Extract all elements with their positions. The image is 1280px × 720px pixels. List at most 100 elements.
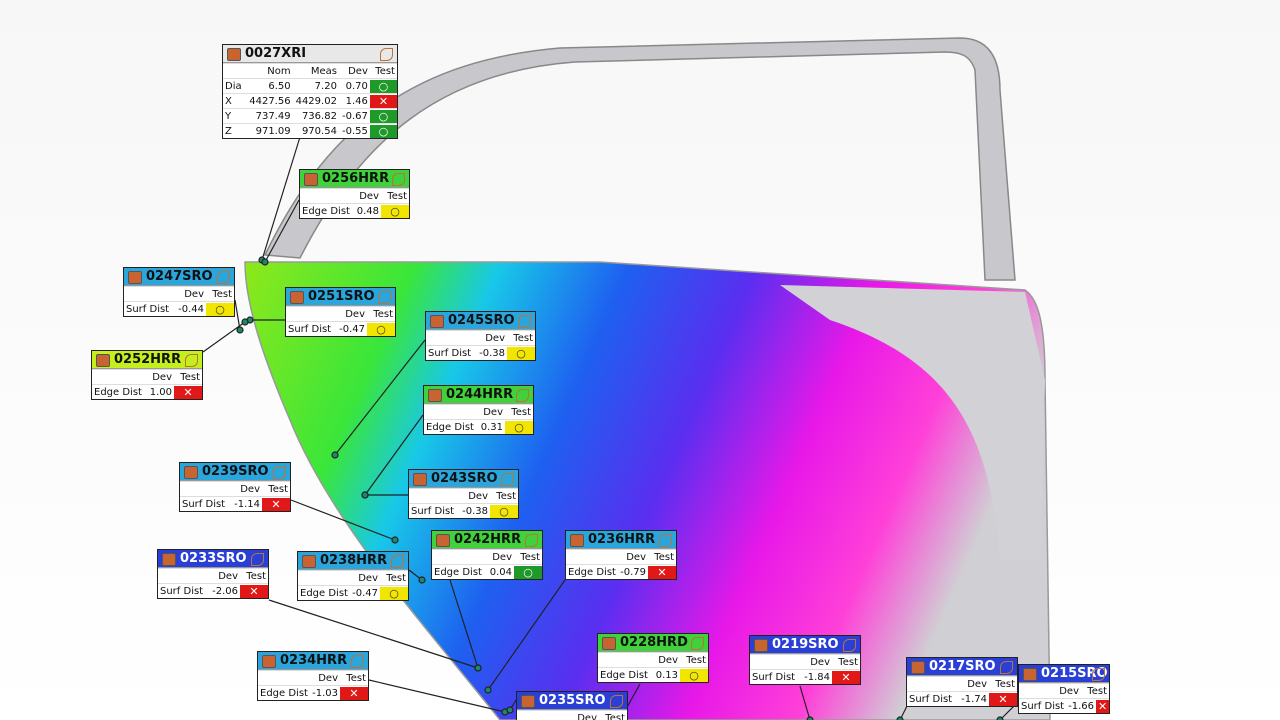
row-label: Edge Dist xyxy=(426,421,474,433)
callout: 0219SRO Dev Test Surf Dist -1.84 ✕ xyxy=(749,635,861,685)
column-header-row: Dev Test xyxy=(300,188,409,203)
leader-line xyxy=(487,579,566,691)
measure-point xyxy=(474,664,482,672)
column-header: Test xyxy=(513,332,533,344)
measure-point xyxy=(506,706,514,714)
callout: 0239SRO Dev Test Surf Dist -1.14 ✕ xyxy=(179,462,291,512)
callout: 0252HRR Dev Test Edge Dist 1.00 ✕ xyxy=(91,350,203,400)
dev-value: -0.47 xyxy=(339,323,365,335)
test-result: ✕ xyxy=(369,94,397,108)
column-header-row: Dev Test xyxy=(517,710,627,720)
dev-value: -1.74 xyxy=(961,693,987,705)
callout-header: 0238HRR xyxy=(298,552,408,570)
callout: 0027XRI Nom Meas Dev Test Dia 6.50 7.20 0.70 ○ X 44… xyxy=(222,44,398,139)
test-result: ✕ xyxy=(340,686,368,700)
dev-value: -0.44 xyxy=(178,303,204,315)
cell: -0.67 xyxy=(342,110,368,122)
column-header: Dev xyxy=(485,332,505,344)
dev-value: -0.38 xyxy=(462,505,488,517)
column-header: Test xyxy=(387,190,407,202)
column-header: Dev xyxy=(218,570,238,582)
measure-point xyxy=(418,576,426,584)
row-label: Dia xyxy=(225,80,242,92)
leader-line xyxy=(264,199,300,263)
measure-row: Surf Dist -0.38 ○ xyxy=(409,503,518,518)
column-header: Test xyxy=(268,483,288,495)
column-header: Dev xyxy=(967,678,987,690)
column-header-row: Dev Test xyxy=(180,481,290,496)
dev-value: 0.04 xyxy=(489,566,512,578)
callout: 0236HRR Dev Test Edge Dist -0.79 ✕ xyxy=(565,530,677,580)
measure-row: Surf Dist -1.74 ✕ xyxy=(907,691,1017,706)
measure-row: Edge Dist -0.47 ○ xyxy=(298,585,408,600)
column-header: Dev xyxy=(345,308,365,320)
callout: 0233SRO Dev Test Surf Dist -2.06 ✕ xyxy=(157,549,269,599)
leader-line xyxy=(290,499,396,541)
callout-header: 0256HRR xyxy=(300,170,409,188)
leader-lines xyxy=(202,136,1021,720)
test-result: ✕ xyxy=(832,670,860,684)
column-header: Dev xyxy=(152,371,172,383)
callout: 0238HRR Dev Test Edge Dist -0.47 ○ xyxy=(297,551,409,601)
column-header: Dev xyxy=(348,65,368,77)
callout-header: 0215SRO xyxy=(1019,665,1109,683)
callout-header: 0245SRO xyxy=(426,312,535,330)
cell: 970.54 xyxy=(301,125,337,137)
column-header: Test xyxy=(1087,685,1107,697)
column-header: Dev xyxy=(184,288,204,300)
column-header: Dev xyxy=(492,551,512,563)
cell: 1.46 xyxy=(345,95,368,107)
row-label: Surf Dist xyxy=(1021,700,1065,712)
column-header-row: Dev Test xyxy=(258,670,368,685)
callout: 0251SRO Dev Test Surf Dist -0.47 ○ xyxy=(285,287,396,337)
measure-row: Edge Dist 0.31 ○ xyxy=(424,419,533,434)
callout: 0242HRR Dev Test Edge Dist 0.04 ○ xyxy=(431,530,543,580)
test-result: ✕ xyxy=(648,565,676,579)
column-header: Test xyxy=(496,490,516,502)
leader-line xyxy=(449,579,479,669)
test-result: ○ xyxy=(507,346,535,360)
column-header: Test xyxy=(386,572,406,584)
test-result: ○ xyxy=(367,322,395,336)
row-label: Surf Dist xyxy=(160,585,204,597)
measure-row: Surf Dist -2.06 ✕ xyxy=(158,583,268,598)
column-header: Test xyxy=(838,656,858,668)
column-header-row: Dev Test xyxy=(409,488,518,503)
row-label: Edge Dist xyxy=(568,566,616,578)
row-label: Edge Dist xyxy=(302,205,350,217)
leader-line xyxy=(334,339,426,456)
dev-value: -2.06 xyxy=(212,585,238,597)
test-result: ✕ xyxy=(262,497,290,511)
callout-header: 0251SRO xyxy=(286,288,395,306)
callout-header: 0252HRR xyxy=(92,351,202,369)
callout: 0215SRO Dev Test Surf Dist -1.66 ✕ xyxy=(1018,664,1110,714)
test-result: ✕ xyxy=(989,692,1017,706)
column-header-row: Dev Test xyxy=(598,652,708,667)
measure-point xyxy=(241,318,249,326)
measure-point xyxy=(896,716,904,720)
test-result: ○ xyxy=(380,586,408,600)
callout: 0217SRO Dev Test Surf Dist -1.74 ✕ xyxy=(906,657,1018,707)
column-header: Test xyxy=(246,570,266,582)
callout-header: 0244HRR xyxy=(424,386,533,404)
row-label: Edge Dist xyxy=(434,566,482,578)
measure-point xyxy=(331,451,339,459)
callout-header: 0242HRR xyxy=(432,531,542,549)
column-header-row: Dev Test xyxy=(158,568,268,583)
callout-header: 0219SRO xyxy=(750,636,860,654)
measure-row: Surf Dist -1.14 ✕ xyxy=(180,496,290,511)
column-header: Test xyxy=(180,371,200,383)
row-label: Surf Dist xyxy=(909,693,953,705)
callout: 0245SRO Dev Test Surf Dist -0.38 ○ xyxy=(425,311,536,361)
dev-value: -1.03 xyxy=(312,687,338,699)
measure-row: Dia 6.50 7.20 0.70 ○ xyxy=(223,78,397,93)
column-header: Dev xyxy=(810,656,830,668)
column-header: Test xyxy=(605,712,625,720)
dev-value: -1.14 xyxy=(234,498,260,510)
callout-header: 0217SRO xyxy=(907,658,1017,676)
column-header: Test xyxy=(995,678,1015,690)
column-header-row: Dev Test xyxy=(424,404,533,419)
measure-point xyxy=(261,258,269,266)
callout: 0244HRR Dev Test Edge Dist 0.31 ○ xyxy=(423,385,534,435)
callout: 0247SRO Dev Test Surf Dist -0.44 ○ xyxy=(123,267,235,317)
